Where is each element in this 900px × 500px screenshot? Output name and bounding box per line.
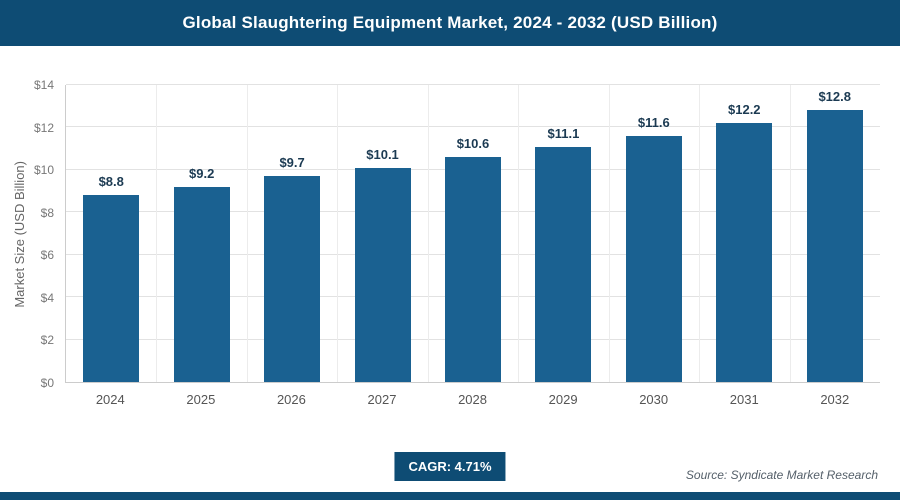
x-axis-label: 2025 [186,392,216,407]
vertical-gridline [156,85,158,382]
bar-value-label: $10.1 [366,146,399,162]
y-tick-label: $6 [40,248,54,263]
bar [264,176,321,382]
bar [716,123,773,382]
vertical-gridline [246,85,248,382]
bar-value-label: $8.8 [98,174,124,190]
y-tick-label: $0 [40,376,54,390]
cagr-badge: CAGR: 4.71% [394,452,506,481]
x-axis-label: 2026 [276,392,306,407]
bar-value-label: $11.1 [547,125,580,141]
y-tick-label: $4 [40,290,54,305]
horizontal-gridline [66,126,880,128]
x-axis-label: 2028 [458,392,487,407]
bar-value-label: $12.8 [818,89,851,105]
bar [444,157,501,382]
x-axis-label: 2027 [367,392,397,407]
x-axis-label: 2032 [820,392,850,407]
vertical-gridline [518,85,520,382]
x-axis-label: 2030 [639,392,669,407]
vertical-gridline [608,85,610,382]
y-tick-label: $14 [33,78,54,92]
chart-title-bar: Global Slaughtering Equipment Market, 20… [0,0,900,46]
bar [173,186,230,382]
x-axis-label: 2029 [548,392,578,407]
source-attribution: Source: Syndicate Market Research [685,468,878,482]
bar [625,135,682,382]
bar-group: $9.2 [156,85,246,382]
y-tick-label: $12 [33,120,54,135]
bar [354,167,411,382]
bar-value-label: $12.2 [728,102,761,118]
chart-title: Global Slaughtering Equipment Market, 20… [182,13,718,32]
vertical-gridline [789,85,791,382]
bar-group: $10.6 [428,85,518,382]
bar [806,110,863,382]
bar [83,195,140,382]
y-tick-label: $2 [40,333,54,348]
bar-value-label: $11.6 [637,114,670,130]
bar-group: $8.8 [66,85,156,382]
bottom-accent-bar [0,492,900,500]
bar-group: $11.6 [609,85,699,382]
y-tick-label: $10 [33,163,54,178]
bar-group: $12.8 [790,85,880,382]
bar-group: $12.2 [699,85,789,382]
bar-group: $9.7 [247,85,337,382]
bar-series: $8.8 $9.2 $9.7 $10.1 $10.6 $11.1 $11.6 $12.2 $12… [66,85,880,382]
x-axis-label: 2031 [729,392,759,407]
y-tick-label: $8 [40,205,54,220]
x-axis-labels: 2024 2025 2026 2027 2028 2029 2030 2031 2032 [65,392,880,407]
y-axis-ticks: $0 $2 $4 $6 $8 $10 $12 $14 [0,78,60,390]
bar-value-label: $9.2 [189,165,215,181]
bar-value-label: $10.6 [456,136,490,152]
bar-value-label: $9.7 [279,155,305,171]
plot-area: $8.8 $9.2 $9.7 $10.1 $10.6 $11.1 $11.6 $12.2 $12… [65,84,880,383]
bar [535,146,592,382]
vertical-gridline [699,85,701,382]
bar-group: $10.1 [337,85,427,382]
x-axis-label: 2024 [95,392,125,407]
horizontal-gridline [66,84,880,85]
vertical-gridline [337,85,339,382]
bar-group: $11.1 [518,85,608,382]
vertical-gridline [427,85,429,382]
